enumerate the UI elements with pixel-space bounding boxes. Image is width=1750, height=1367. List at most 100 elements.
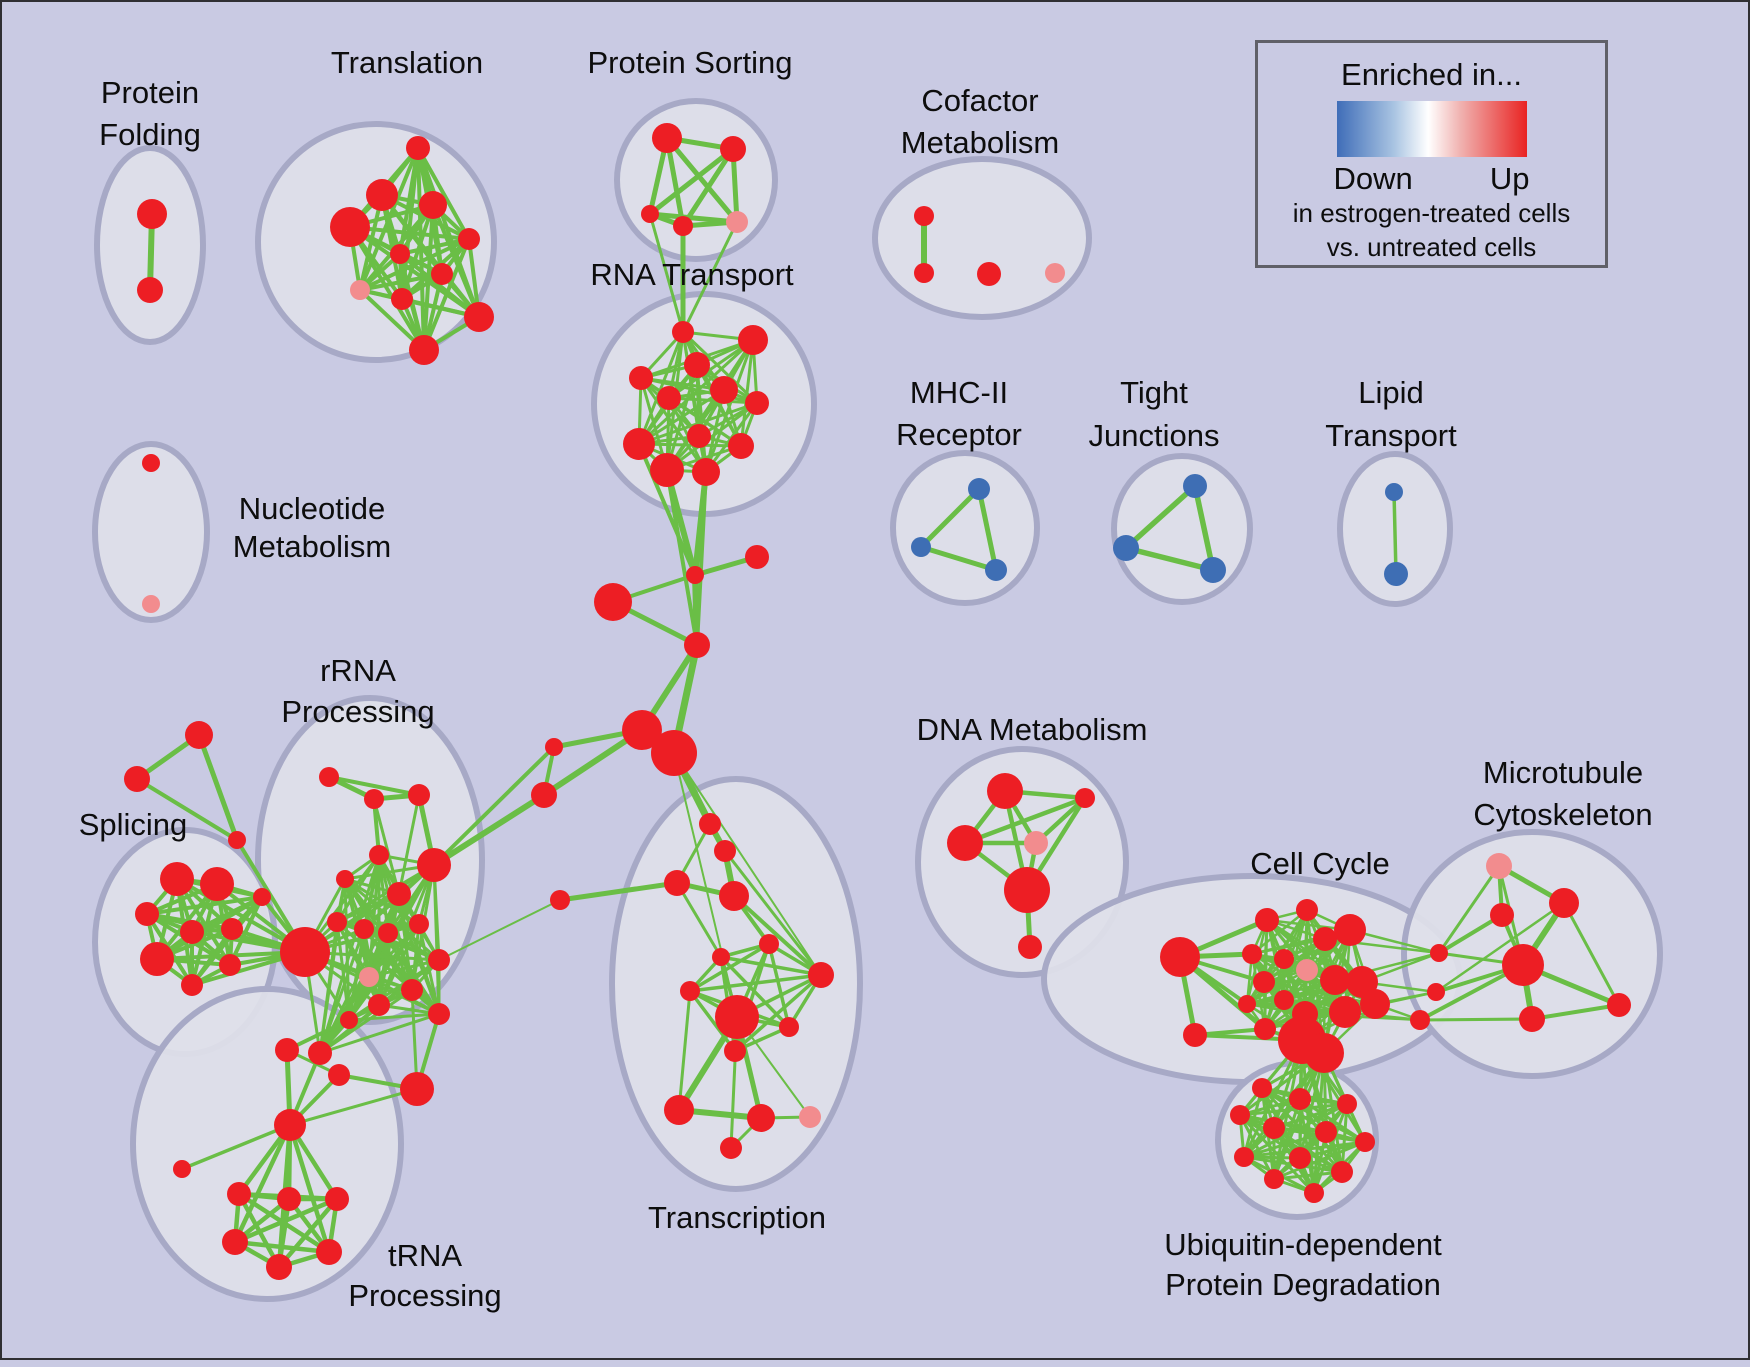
- legend-up-label: Up: [1489, 161, 1530, 197]
- graph-edge: [1312, 1051, 1326, 1195]
- graph-node-cc5: [1313, 927, 1337, 951]
- graph-node-tniso: [173, 1160, 191, 1178]
- graph-edge: [232, 1239, 332, 1255]
- cluster-label-lipid-transport: Lipid: [1358, 375, 1424, 410]
- graph-node-cc9: [1296, 959, 1318, 981]
- graph-edge: [431, 203, 481, 319]
- legend-caption-line2: vs. untreated cells: [1326, 232, 1537, 263]
- cluster-label-protein-sorting: Protein Sorting: [587, 45, 792, 80]
- graph-node-sp5: [221, 918, 243, 940]
- cluster-label-rrna-processing: Processing: [281, 694, 434, 729]
- graph-node-cc8: [1274, 949, 1294, 969]
- graph-edge: [155, 895, 264, 961]
- graph-edge: [1300, 1038, 1316, 1195]
- graph-edge: [1437, 913, 1504, 955]
- graph-edge: [398, 237, 471, 256]
- graph-edge: [432, 745, 556, 867]
- graph-node-r7: [745, 391, 769, 415]
- graph-edge: [397, 793, 421, 896]
- graph-node-cc7: [1242, 944, 1262, 964]
- graph-edge: [723, 849, 823, 977]
- graph-node-pf2: [137, 277, 163, 303]
- graph-edge: [335, 920, 421, 926]
- graph-node-lk1: [1430, 944, 1448, 962]
- graph-node-nm1: [142, 454, 160, 472]
- graph-node-tn1: [227, 1182, 251, 1206]
- cluster-label-tight-junctions: Tight: [1120, 375, 1188, 410]
- graph-node-rr3: [408, 784, 430, 806]
- graph-node-sp4: [180, 920, 204, 944]
- graph-edge: [1322, 1051, 1344, 1174]
- graph-edge: [196, 732, 240, 843]
- graph-edge: [648, 212, 685, 334]
- graph-node-s3: [550, 890, 570, 910]
- graph-node-tr2: [124, 766, 150, 792]
- graph-node-t3: [419, 191, 447, 219]
- graph-node-mc5: [1607, 993, 1631, 1017]
- graph-node-u7: [1355, 1132, 1375, 1152]
- graph-node-cc12: [1253, 971, 1275, 993]
- graph-edge: [288, 1087, 419, 1127]
- graph-node-rr13: [359, 967, 379, 987]
- graph-node-r6: [710, 376, 738, 404]
- graph-node-u1: [1252, 1078, 1272, 1098]
- graph-edge: [362, 927, 441, 1016]
- graph-node-x5: [715, 995, 759, 1039]
- graph-node-tn4: [222, 1229, 248, 1255]
- cluster-bubble-tight-junctions: [1111, 453, 1253, 605]
- graph-edge: [557, 880, 680, 903]
- graph-edge: [733, 973, 823, 1053]
- graph-edge: [190, 895, 264, 987]
- graph-node-c1: [686, 566, 704, 584]
- graph-node-r3: [684, 352, 710, 378]
- graph-node-x7: [724, 1040, 746, 1062]
- graph-node-ps4: [673, 216, 693, 236]
- graph-edge: [416, 146, 471, 241]
- graph-node-u8: [1234, 1147, 1254, 1167]
- graph-node-d2: [714, 840, 736, 862]
- graph-node-t5: [458, 228, 480, 250]
- graph-node-cc14: [1274, 990, 1294, 1010]
- graph-edge: [1282, 998, 1377, 1006]
- graph-edge: [377, 922, 421, 1007]
- graph-edge: [1272, 1170, 1344, 1181]
- graph-node-mc1: [1549, 888, 1579, 918]
- graph-node-s1: [545, 738, 563, 756]
- cluster-label-translation: Translation: [331, 45, 483, 80]
- cluster-label-ubiquitin-degradation: Protein Degradation: [1165, 1267, 1441, 1302]
- legend-box: Enriched in... Down Up in estrogen-treat…: [1255, 40, 1608, 268]
- graph-node-rr2: [364, 789, 384, 809]
- graph-node-tn6: [266, 1254, 292, 1280]
- graph-node-dm5: [1004, 867, 1050, 913]
- graph-node-tj2: [1113, 535, 1139, 561]
- graph-node-nm2: [142, 595, 160, 613]
- graph-edge: [637, 442, 697, 577]
- graph-node-cc18: [1254, 1018, 1276, 1040]
- graph-edge: [673, 752, 822, 976]
- graph-node-mh3: [985, 559, 1007, 581]
- graph-node-s2: [531, 782, 557, 808]
- cluster-label-protein-folding: Protein: [101, 75, 199, 110]
- graph-edge: [232, 1122, 293, 1245]
- graph-edge: [318, 1012, 441, 1055]
- graph-edge: [739, 338, 755, 448]
- graph-node-rr6: [336, 870, 354, 888]
- graph-edge: [1123, 545, 1216, 573]
- graph-edge: [918, 544, 999, 573]
- graph-edge: [327, 775, 421, 797]
- graph-node-t6: [390, 244, 410, 264]
- graph-edge: [637, 388, 726, 446]
- graph-node-b3: [400, 1072, 434, 1106]
- cluster-bubble-cofactor-metabolism: [872, 156, 1092, 320]
- graph-node-lt1: [1385, 483, 1403, 501]
- graph-node-ps3: [641, 205, 659, 223]
- graph-node-r11: [650, 453, 684, 487]
- graph-edge: [688, 989, 737, 1053]
- graph-node-t1: [406, 136, 430, 160]
- graph-node-cc3: [1255, 908, 1279, 932]
- graph-node-r8: [687, 424, 711, 448]
- graph-node-ps1: [652, 123, 682, 153]
- graph-edge: [647, 146, 736, 217]
- graph-edge: [962, 795, 1088, 846]
